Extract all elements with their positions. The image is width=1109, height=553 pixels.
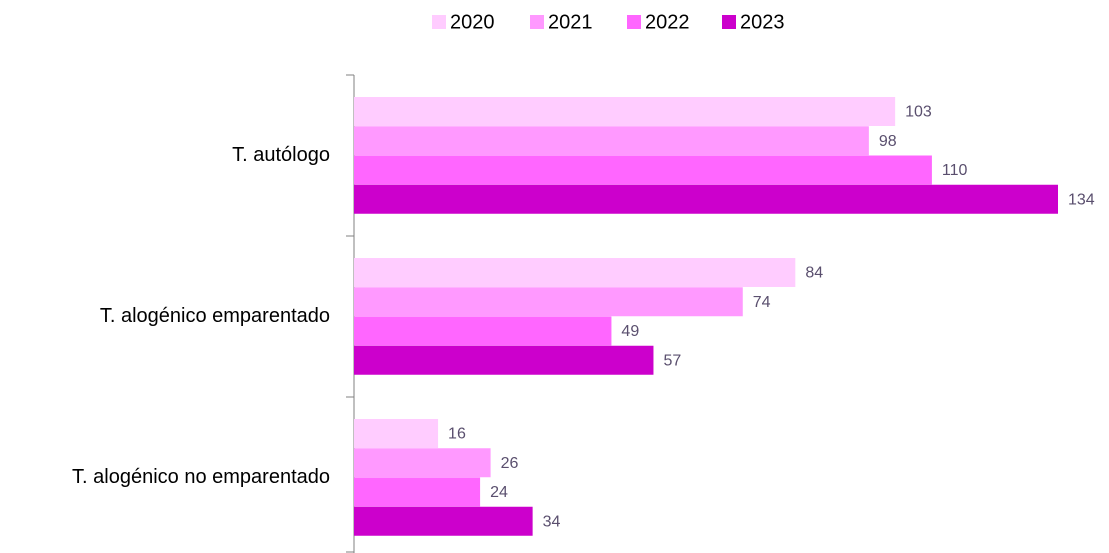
category-label: T. autólogo: [232, 144, 330, 166]
data-label: 74: [753, 294, 771, 311]
data-label: 26: [501, 455, 519, 472]
legend-label: 2020: [450, 11, 495, 33]
data-label: 34: [543, 513, 561, 530]
bar: [354, 419, 439, 448]
bar: [354, 448, 491, 478]
data-label: 57: [663, 352, 681, 369]
bar: [354, 506, 533, 536]
bar: [354, 184, 1058, 214]
bar: [354, 287, 743, 317]
data-label: 49: [621, 323, 639, 340]
bar: [354, 345, 654, 375]
legend-swatch: [722, 15, 736, 29]
bar: [354, 477, 481, 507]
legend-swatch: [627, 15, 641, 29]
legend-label: 2023: [740, 11, 785, 33]
legend-swatch: [530, 15, 544, 29]
data-label: 103: [905, 104, 932, 121]
legend-label: 2021: [548, 11, 593, 33]
data-label: 98: [879, 133, 897, 150]
data-label: 134: [1068, 191, 1095, 208]
bar: [354, 126, 869, 156]
bar: [354, 258, 796, 287]
bar: [354, 316, 612, 346]
category-label: T. alogénico no emparentado: [72, 466, 330, 488]
data-label: 84: [805, 265, 823, 282]
legend-label: 2022: [645, 11, 690, 33]
data-label: 110: [942, 162, 968, 179]
data-label: 24: [490, 484, 508, 501]
legend-swatch: [432, 15, 446, 29]
bar: [354, 97, 896, 126]
category-label: T. alogénico emparentado: [100, 305, 330, 327]
bar: [354, 155, 932, 185]
data-label: 16: [448, 426, 466, 443]
